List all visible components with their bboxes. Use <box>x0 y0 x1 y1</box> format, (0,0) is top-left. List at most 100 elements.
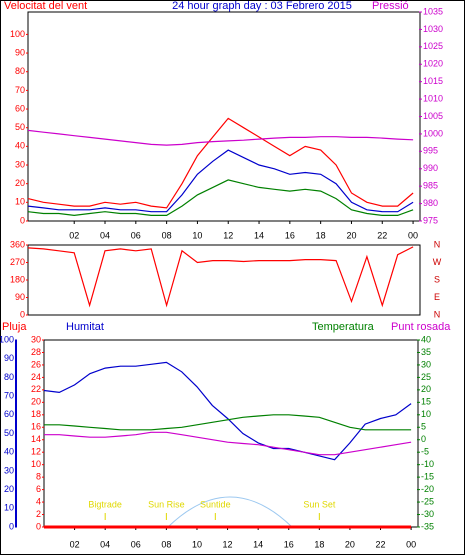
y-tick-label: 30 <box>4 465 14 475</box>
y-tick-label: 30 <box>421 359 431 369</box>
x-tick-label: 22 <box>376 539 386 549</box>
y-tick-label: -10 <box>421 459 434 469</box>
y-tick-label: 0 <box>36 521 41 531</box>
y-tick-label: 18 <box>31 409 41 419</box>
y-tick-label: 20 <box>15 178 25 188</box>
x-tick-label: 14 <box>253 539 263 549</box>
y-tick-label: 975 <box>423 215 438 225</box>
sun-arc <box>167 496 293 528</box>
y-tick-label: 5 <box>421 422 426 432</box>
y-tick-label: 30 <box>15 159 25 169</box>
y-tick-label: 180 <box>10 274 25 284</box>
y-tick-label: 0 <box>20 215 25 225</box>
pressure-label: Pressió <box>372 0 409 12</box>
x-tick-label: 06 <box>131 230 141 240</box>
y-tick-label: 24 <box>31 372 41 382</box>
x-tick-label: 10 <box>192 230 202 240</box>
y-tick-label: 2 <box>36 509 41 519</box>
y-tick-label: -30 <box>421 509 434 519</box>
y-tick-label: 28 <box>31 347 41 357</box>
direction-label: E <box>434 292 440 302</box>
y-tick-label: 12 <box>31 447 41 457</box>
chart-title: 24 hour graph day : 03 Febrero 2015 <box>172 0 352 12</box>
direction-label: S <box>434 274 440 284</box>
series-line <box>44 414 412 431</box>
x-tick-label: 10 <box>192 539 202 549</box>
y-tick-label: 80 <box>4 372 14 382</box>
y-tick-label: 20 <box>4 484 14 494</box>
y-tick-label: 40 <box>421 334 431 344</box>
y-tick-label: 40 <box>15 141 25 151</box>
x-tick-label: 22 <box>377 230 387 240</box>
y-tick-label: 15 <box>421 397 431 407</box>
y-tick-label: 1020 <box>423 59 443 69</box>
y-tick-label: 10 <box>31 459 41 469</box>
series-line <box>27 129 414 146</box>
y-tick-label: 0 <box>20 309 25 319</box>
series-line <box>27 117 414 209</box>
series-line <box>44 431 412 456</box>
x-tick-label: 00 <box>408 230 418 240</box>
annotation: Sun Rise <box>148 499 185 509</box>
y-tick-label: 8 <box>36 472 41 482</box>
annotation: Suntide <box>200 499 231 509</box>
x-tick-label: 12 <box>223 539 233 549</box>
x-tick-label: 00 <box>406 539 416 549</box>
annotation: Sun Set <box>303 499 336 509</box>
y-tick-label: 50 <box>15 122 25 132</box>
direction-label: N <box>434 309 441 319</box>
y-tick-label: 4 <box>36 496 41 506</box>
x-tick-label: 12 <box>223 230 233 240</box>
y-tick-label: 40 <box>4 447 14 457</box>
y-tick-label: 1010 <box>423 93 443 103</box>
wind-label: Velocitat del vent <box>4 0 87 12</box>
y-tick-label: 990 <box>423 163 438 173</box>
y-tick-label: 70 <box>15 85 25 95</box>
x-tick-label: 04 <box>100 539 110 549</box>
y-tick-label: 30 <box>31 334 41 344</box>
y-tick-label: 1030 <box>423 24 443 34</box>
y-tick-label: 1015 <box>423 76 443 86</box>
series-line <box>27 246 414 308</box>
x-tick-label: 18 <box>316 230 326 240</box>
y-tick-label: 60 <box>4 409 14 419</box>
x-tick-label: 08 <box>162 230 172 240</box>
y-tick-label: -5 <box>421 447 429 457</box>
x-tick-label: 06 <box>131 539 141 549</box>
x-tick-label: 08 <box>161 539 171 549</box>
humidity-label: Humitat <box>66 321 104 333</box>
y-tick-label: 980 <box>423 198 438 208</box>
x-tick-label: 20 <box>346 230 356 240</box>
direction-label: W <box>433 257 442 267</box>
y-tick-label: 50 <box>4 428 14 438</box>
y-tick-label: 10 <box>421 409 431 419</box>
x-tick-label: 16 <box>285 230 295 240</box>
x-tick-label: 02 <box>70 539 80 549</box>
y-tick-label: 90 <box>4 353 14 363</box>
y-tick-label: 60 <box>15 103 25 113</box>
y-tick-label: 16 <box>31 422 41 432</box>
temperature-label: Temperatura <box>312 321 375 333</box>
y-tick-label: 35 <box>421 347 431 357</box>
y-tick-label: -15 <box>421 472 434 482</box>
y-tick-label: 80 <box>15 66 25 76</box>
y-tick-label: 10 <box>15 197 25 207</box>
y-tick-label: 14 <box>31 434 41 444</box>
series-line <box>27 149 414 213</box>
y-tick-label: 0 <box>9 521 14 531</box>
x-tick-label: 04 <box>100 230 110 240</box>
x-tick-label: 02 <box>69 230 79 240</box>
direction-label: N <box>434 239 441 249</box>
y-tick-label: 10 <box>4 503 14 513</box>
rain-label: Pluja <box>2 321 27 333</box>
y-tick-label: 1005 <box>423 111 443 121</box>
y-tick-label: 1035 <box>423 6 443 16</box>
y-tick-label: 70 <box>4 390 14 400</box>
y-tick-label: -35 <box>421 521 434 531</box>
y-tick-label: 360 <box>10 239 25 249</box>
y-tick-label: 270 <box>10 257 25 267</box>
y-tick-label: 0 <box>421 434 426 444</box>
y-tick-label: 100 <box>0 334 14 344</box>
